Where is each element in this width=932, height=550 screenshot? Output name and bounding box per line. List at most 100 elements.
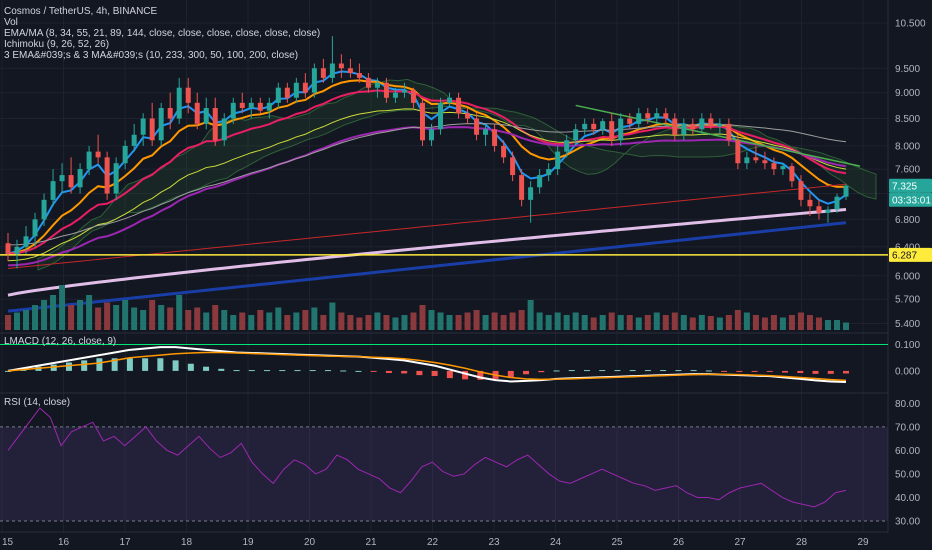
candle-body[interactable] [807,199,813,207]
candle-body[interactable] [429,129,435,141]
candle-body[interactable] [293,82,299,98]
candle-body[interactable] [329,63,335,78]
candle-body[interactable] [753,157,759,161]
candle-body[interactable] [374,82,380,88]
candle-body[interactable] [735,140,741,164]
candle-body[interactable] [257,102,263,111]
candle-body[interactable] [825,209,831,213]
candle-body[interactable] [744,157,750,164]
candle-body[interactable] [537,175,543,188]
candle-body[interactable] [302,82,308,93]
candle-body[interactable] [221,118,227,141]
candle-body[interactable] [194,102,200,124]
candle-body[interactable] [564,140,570,152]
rsi-pane-title[interactable]: RSI (14, close) [4,397,71,408]
candle-body[interactable] [167,108,173,119]
candle-body[interactable] [320,68,326,78]
candle-body[interactable] [789,166,795,182]
candle-body[interactable] [392,92,398,98]
candle-body[interactable] [834,196,840,210]
candle-body[interactable] [347,68,353,74]
indicator-volume-label[interactable]: Vol [4,17,18,28]
candle-body[interactable] [338,63,344,69]
candle-body[interactable] [627,118,633,124]
candle-body[interactable] [239,102,245,109]
candle-body[interactable] [410,90,416,103]
candle-body[interactable] [798,181,804,200]
candle-body[interactable] [447,97,453,103]
candle-body[interactable] [311,68,317,93]
candle-body[interactable] [185,87,191,103]
candle-body[interactable] [284,87,290,98]
candle-body[interactable] [456,97,462,114]
candle-body[interactable] [438,102,444,130]
candle-body[interactable] [618,118,624,141]
candle-body[interactable] [95,151,101,158]
candle-body[interactable] [212,108,218,141]
candle-body[interactable] [14,246,20,254]
candle-body[interactable] [131,134,137,146]
indicator-3ema-3ma-label[interactable]: 3 EMA&#039;s & 3 MA&#039;s (10, 233, 300… [4,50,299,61]
candle-body[interactable] [528,187,534,200]
candle-body[interactable] [600,121,606,130]
candle-body[interactable] [717,123,723,127]
candle-body[interactable] [654,113,660,119]
candle-body[interactable] [32,219,38,237]
symbol-title[interactable]: Cosmos / TetherUS, 4h, BINANCE [4,6,158,17]
candle-body[interactable] [465,113,471,119]
candle-body[interactable] [86,151,92,170]
candle-body[interactable] [636,113,642,124]
candle-body[interactable] [77,169,83,188]
candle-body[interactable] [248,102,254,109]
candle-body[interactable] [383,82,389,98]
candle-body[interactable] [203,108,209,124]
candle-body[interactable] [474,118,480,135]
candle-body[interactable] [68,175,74,188]
candle-body[interactable] [699,118,705,130]
candle-body[interactable] [771,163,777,170]
candle-body[interactable] [672,118,678,135]
candle-body[interactable] [843,185,849,197]
indicator-ichimoku-label[interactable]: Ichimoku (9, 26, 52, 26) [4,39,110,50]
trendline[interactable] [575,104,861,167]
candle-body[interactable] [419,102,425,141]
candle-body[interactable] [275,87,281,103]
candle-body[interactable] [690,123,696,130]
indicator-ema-ma-label[interactable]: EMA/MA (8, 34, 55, 21, 89, 144, close, c… [4,28,321,39]
candle-body[interactable] [356,73,362,78]
candle-body[interactable] [582,123,588,130]
candle-body[interactable] [59,175,65,182]
candle-body[interactable] [492,129,498,146]
candle-body[interactable] [762,160,768,164]
candle-body[interactable] [816,206,822,213]
candle-body[interactable] [23,236,29,247]
candle-body[interactable] [401,90,407,93]
candle-body[interactable] [573,129,579,141]
macd-pane-title[interactable]: LMACD (12, 26, close, 9) [4,336,117,347]
candle-body[interactable] [149,118,155,141]
candle-body[interactable] [663,113,669,119]
candle-body[interactable] [546,169,552,176]
candle-body[interactable] [5,243,11,254]
candle-body[interactable] [726,123,732,141]
candle-body[interactable] [681,123,687,135]
candle-body[interactable] [140,118,146,135]
candle-body[interactable] [510,157,516,176]
candle-body[interactable] [780,166,786,170]
candle-body[interactable] [176,87,182,119]
candle-body[interactable] [50,181,56,200]
candle-body[interactable] [645,113,651,119]
candle-body[interactable] [41,199,47,220]
candle-body[interactable] [483,129,489,135]
candle-body[interactable] [591,123,597,130]
candle-body[interactable] [609,121,615,141]
candle-body[interactable] [122,145,128,164]
candle-body[interactable] [365,77,371,88]
candle-body[interactable] [266,102,272,111]
candle-body[interactable] [230,102,236,119]
candle-body[interactable] [158,108,164,141]
candle-body[interactable] [555,151,561,170]
candle-body[interactable] [519,175,525,200]
candle-body[interactable] [708,118,714,127]
